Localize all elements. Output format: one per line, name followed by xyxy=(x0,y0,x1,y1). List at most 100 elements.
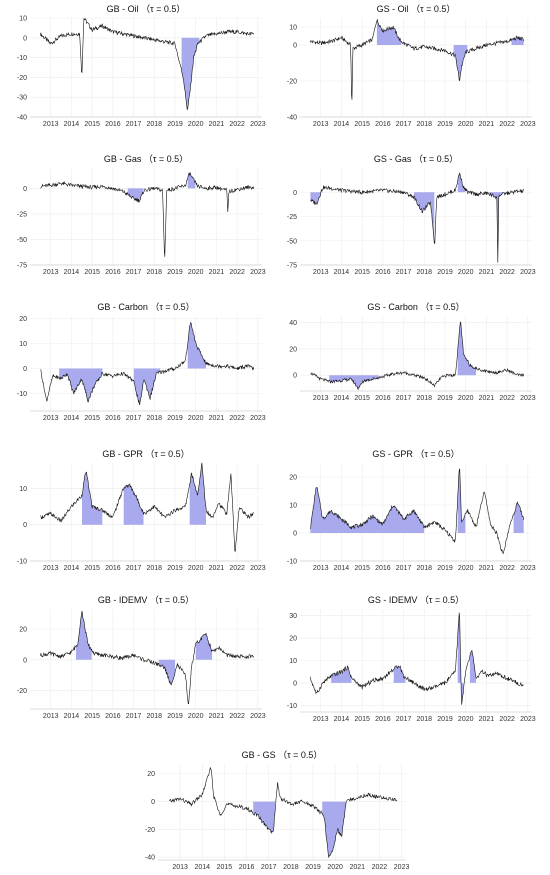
shaded-band xyxy=(187,322,206,369)
panel-11: GB - GS （τ = 0.5） 20 0 -20 -40 2013 2014 2015 20… xyxy=(145,750,410,871)
x-tick-label: 2021 xyxy=(479,121,495,128)
x-tick-label: 2016 xyxy=(105,713,121,720)
x-tick-label: 2014 xyxy=(334,269,350,276)
x-tick-label: 2023 xyxy=(520,395,536,402)
y-tick-label: -20 xyxy=(17,75,27,82)
x-tick-label: 2016 xyxy=(375,121,391,128)
x-tick-label: 2015 xyxy=(84,269,100,276)
x-tick-label: 2023 xyxy=(394,864,410,871)
x-tick-label: 2013 xyxy=(172,864,188,871)
y-tick-label: 0 xyxy=(23,366,27,373)
x-tick-label: 2016 xyxy=(105,121,121,128)
x-tick-label: 2016 xyxy=(375,395,391,402)
x-tick-label: 2020 xyxy=(188,565,204,572)
x-tick-label: 2016 xyxy=(105,415,121,422)
y-tick-label: -40 xyxy=(145,855,155,862)
x-tick-label: 2022 xyxy=(229,713,245,720)
x-tick-label: 2019 xyxy=(167,713,183,720)
x-tick-label: 2023 xyxy=(250,565,266,572)
series-line xyxy=(310,321,524,391)
x-tick-label: 2019 xyxy=(437,565,453,572)
x-tick-label: 2015 xyxy=(354,269,370,276)
series-line xyxy=(40,171,254,257)
x-tick-label: 2022 xyxy=(499,716,515,723)
y-tick-label: 20 xyxy=(289,346,297,353)
x-tick-label: 2020 xyxy=(188,713,204,720)
x-tick-label: 2021 xyxy=(479,395,495,402)
x-tick-label: 2020 xyxy=(188,269,204,276)
shaded-band xyxy=(253,801,275,834)
x-tick-label: 2017 xyxy=(396,121,412,128)
panel-9: GB - IDEMV （τ = 0.5） 20 0 -20 2013 2014 2015 20… xyxy=(17,595,266,720)
panel-2: GS - Oil （τ = 0.5） 10 0 -20 -40 2013 2014 2015 2… xyxy=(287,4,536,128)
x-tick-label: 2017 xyxy=(126,121,142,128)
panel-title: GB - Gas （τ = 0.5） xyxy=(104,154,188,164)
y-tick-label: 20 xyxy=(19,627,27,634)
y-tick-label: 0 xyxy=(293,190,297,197)
x-tick-label: 2015 xyxy=(84,713,100,720)
panel-5: GB - Carbon （τ = 0.5） 20 10 0 -10 2013 2014 201… xyxy=(17,302,266,422)
y-tick-label: -40 xyxy=(17,115,27,122)
x-tick-label: 2018 xyxy=(416,565,432,572)
x-tick-label: 2023 xyxy=(250,713,266,720)
shaded-band xyxy=(127,188,144,203)
y-tick-label: -30 xyxy=(17,95,27,102)
x-tick-label: 2021 xyxy=(209,269,225,276)
shaded-band xyxy=(457,468,466,533)
x-tick-label: 2023 xyxy=(520,565,536,572)
x-tick-label: 2020 xyxy=(458,121,474,128)
x-tick-label: 2013 xyxy=(313,269,329,276)
y-tick-label: -10 xyxy=(17,55,27,62)
shaded-band xyxy=(393,666,406,683)
x-tick-label: 2022 xyxy=(229,269,245,276)
x-tick-label: 2022 xyxy=(499,395,515,402)
y-tick-label: -75 xyxy=(17,263,27,270)
shaded-band xyxy=(513,502,524,533)
y-tick-label: -10 xyxy=(287,703,297,710)
panel-title: GS - IDEMV （τ = 0.5） xyxy=(368,595,464,605)
x-tick-label: 2017 xyxy=(396,269,412,276)
panel-6: GS - Carbon （τ = 0.5） 40 20 0 2013 2014 2015 20… xyxy=(289,302,536,402)
x-tick-label: 2014 xyxy=(194,864,210,871)
series-line xyxy=(310,468,524,554)
shaded-band xyxy=(453,45,468,81)
x-tick-label: 2023 xyxy=(250,415,266,422)
x-tick-label: 2013 xyxy=(313,121,329,128)
y-tick-label: 40 xyxy=(289,320,297,327)
shaded-band xyxy=(82,472,103,525)
x-tick-label: 2015 xyxy=(354,565,370,572)
x-tick-label: 2021 xyxy=(209,565,225,572)
x-tick-label: 2014 xyxy=(64,565,80,572)
series-line xyxy=(40,462,254,552)
x-tick-label: 2017 xyxy=(396,716,412,723)
panel-title: GB - GS （τ = 0.5） xyxy=(242,750,323,760)
x-tick-label: 2019 xyxy=(437,716,453,723)
panel-title: GB - IDEMV （τ = 0.5） xyxy=(98,595,194,605)
shaded-band xyxy=(469,650,476,683)
shaded-band xyxy=(181,37,200,110)
x-tick-label: 2018 xyxy=(146,269,162,276)
y-tick-label: -10 xyxy=(17,559,27,566)
series-line xyxy=(310,172,524,263)
y-tick-label: 0 xyxy=(293,680,297,687)
x-tick-label: 2021 xyxy=(209,121,225,128)
x-tick-label: 2013 xyxy=(43,121,59,128)
x-tick-label: 2022 xyxy=(229,565,245,572)
y-tick-label: 30 xyxy=(289,613,297,620)
x-tick-label: 2018 xyxy=(146,415,162,422)
series-line xyxy=(40,321,254,405)
y-tick-label: 0 xyxy=(293,43,297,50)
x-tick-label: 2019 xyxy=(437,395,453,402)
x-tick-label: 2020 xyxy=(458,716,474,723)
x-tick-label: 2015 xyxy=(354,121,370,128)
x-tick-label: 2015 xyxy=(84,565,100,572)
series-line xyxy=(40,611,254,705)
y-tick-label: 0 xyxy=(23,522,27,529)
y-tick-label: 10 xyxy=(19,486,27,493)
x-tick-label: 2019 xyxy=(167,121,183,128)
x-tick-label: 2014 xyxy=(334,565,350,572)
panel-title: GB - Carbon （τ = 0.5） xyxy=(97,302,194,312)
y-tick-label: 20 xyxy=(289,636,297,643)
x-tick-label: 2013 xyxy=(43,713,59,720)
x-tick-label: 2016 xyxy=(375,716,391,723)
